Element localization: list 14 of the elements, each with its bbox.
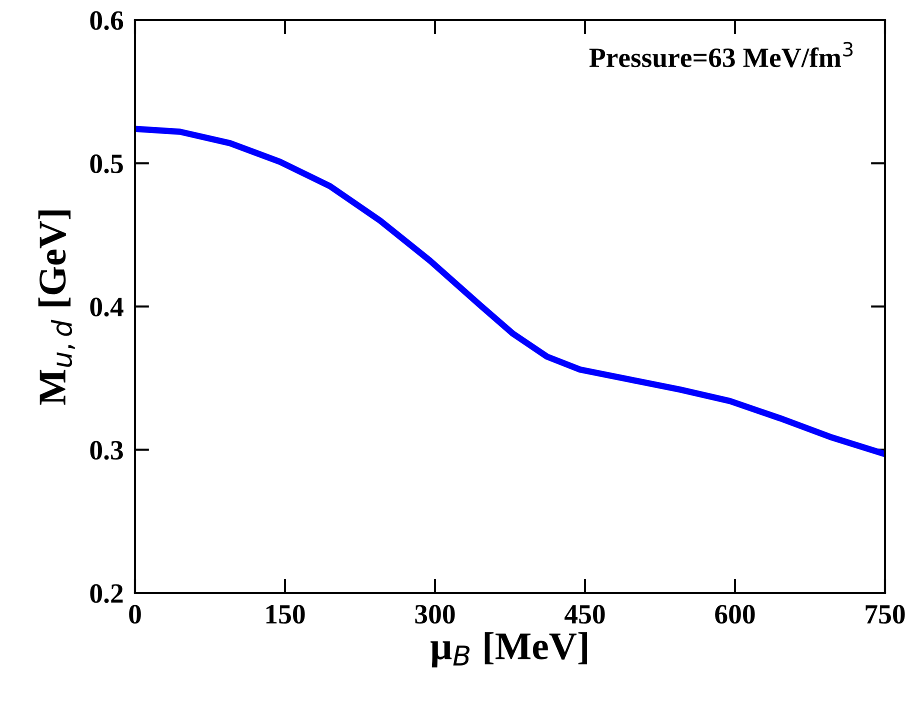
y-axis-title: M$_{u,d}$ [GeV] — [38, 210, 75, 405]
x-axis-title: μ$_{B}$ [MeV] — [430, 632, 588, 668]
y-tick-label: 0.4 — [90, 298, 124, 317]
annotation: Pressure=63 MeV/fm$^{3}$ — [589, 42, 853, 68]
x-tick-label: 600 — [715, 604, 755, 624]
x-tick-label: 300 — [415, 604, 455, 624]
y-tick-label: 0.5 — [90, 154, 123, 174]
y-tick-label: 0.3 — [90, 440, 123, 460]
x-tick-label: 450 — [564, 604, 605, 624]
y-tick-label: 0.2 — [90, 584, 123, 604]
x-tick-label: 150 — [266, 604, 305, 624]
x-tick-label: 0 — [129, 604, 141, 624]
y-tick-label: 0.6 — [90, 11, 124, 30]
x-tick-label: 750 — [866, 604, 905, 624]
